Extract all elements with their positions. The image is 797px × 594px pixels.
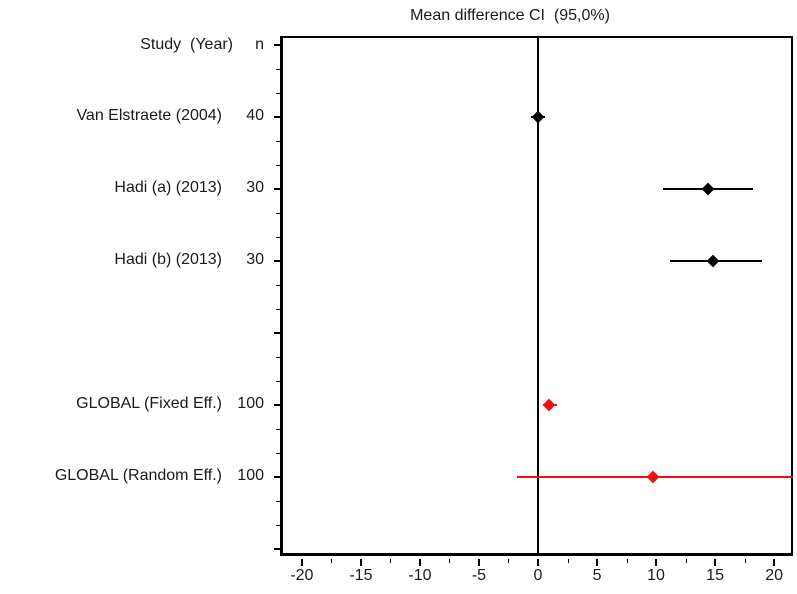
y-axis-minor-tick [276, 381, 280, 382]
n-value-1: 30 [246, 179, 264, 196]
x-axis-tick-label: 0 [533, 567, 543, 584]
x-axis-tick-label: -20 [290, 567, 314, 584]
y-axis-major-tick [274, 332, 280, 334]
study-label-2: Hadi (b) (2013) [114, 251, 222, 268]
study-label-1: Hadi (a) (2013) [114, 179, 222, 196]
x-axis-tick-label: 20 [765, 567, 783, 584]
column-header-n: n [255, 36, 264, 53]
x-axis-major-tick [300, 559, 303, 566]
y-axis-major-tick [274, 260, 280, 262]
x-axis-minor-tick [390, 559, 392, 563]
plot-frame [280, 36, 793, 556]
x-axis-major-tick [418, 559, 421, 566]
x-axis-tick-label: 15 [706, 567, 724, 584]
x-axis-major-tick [537, 559, 539, 566]
n-value-0: 40 [246, 107, 264, 124]
x-axis-minor-tick [567, 559, 569, 563]
y-axis-major-tick [274, 188, 280, 190]
study-label-3: GLOBAL (Fixed Eff.) [76, 395, 222, 412]
x-axis-minor-tick [449, 559, 451, 563]
y-axis-minor-tick [276, 213, 280, 214]
x-axis-major-tick [773, 559, 776, 566]
y-axis-minor-tick [276, 93, 280, 94]
y-axis-major-tick [274, 476, 280, 478]
y-axis-minor-tick [276, 357, 280, 358]
x-axis-tick-label: -10 [408, 567, 432, 584]
zero-reference-line [537, 38, 539, 553]
x-axis-major-tick [596, 559, 599, 566]
y-axis-minor-tick [276, 429, 280, 430]
y-axis-major-tick [274, 548, 280, 550]
x-axis-tick-label: 10 [647, 567, 665, 584]
n-value-4: 100 [237, 467, 264, 484]
study-label-0: Van Elstraete (2004) [76, 107, 222, 124]
x-axis-minor-tick [331, 559, 333, 563]
column-header-study-year: Study (Year) [140, 36, 233, 53]
chart-title: Mean difference CI (95,0%) [410, 7, 610, 24]
y-axis-minor-tick [276, 309, 280, 310]
y-axis-minor-tick [276, 69, 280, 70]
x-axis-major-tick [714, 559, 717, 566]
y-axis-minor-tick [276, 165, 280, 166]
study-label-4: GLOBAL (Random Eff.) [54, 467, 222, 484]
y-axis-minor-tick [276, 453, 280, 454]
y-axis-minor-tick [276, 141, 280, 142]
x-axis-tick-label: -15 [349, 567, 373, 584]
y-axis-minor-tick [276, 501, 280, 502]
x-axis-major-tick [655, 559, 658, 566]
x-axis-minor-tick [744, 559, 746, 563]
x-axis-major-tick [359, 559, 362, 566]
y-axis-minor-tick [276, 285, 280, 286]
y-axis-minor-tick [276, 237, 280, 238]
n-value-2: 30 [246, 251, 264, 268]
y-axis-major-tick [274, 404, 280, 406]
y-axis-minor-tick [276, 525, 280, 526]
x-axis-minor-tick [508, 559, 510, 563]
x-axis-minor-tick [626, 559, 628, 563]
x-axis-minor-tick [685, 559, 687, 563]
y-axis-major-tick [274, 44, 280, 46]
x-axis-major-tick [477, 559, 480, 566]
x-axis-tick-label: 5 [592, 567, 602, 584]
n-value-3: 100 [237, 395, 264, 412]
x-axis-tick-label: -5 [471, 567, 487, 584]
y-axis-major-tick [274, 116, 280, 118]
